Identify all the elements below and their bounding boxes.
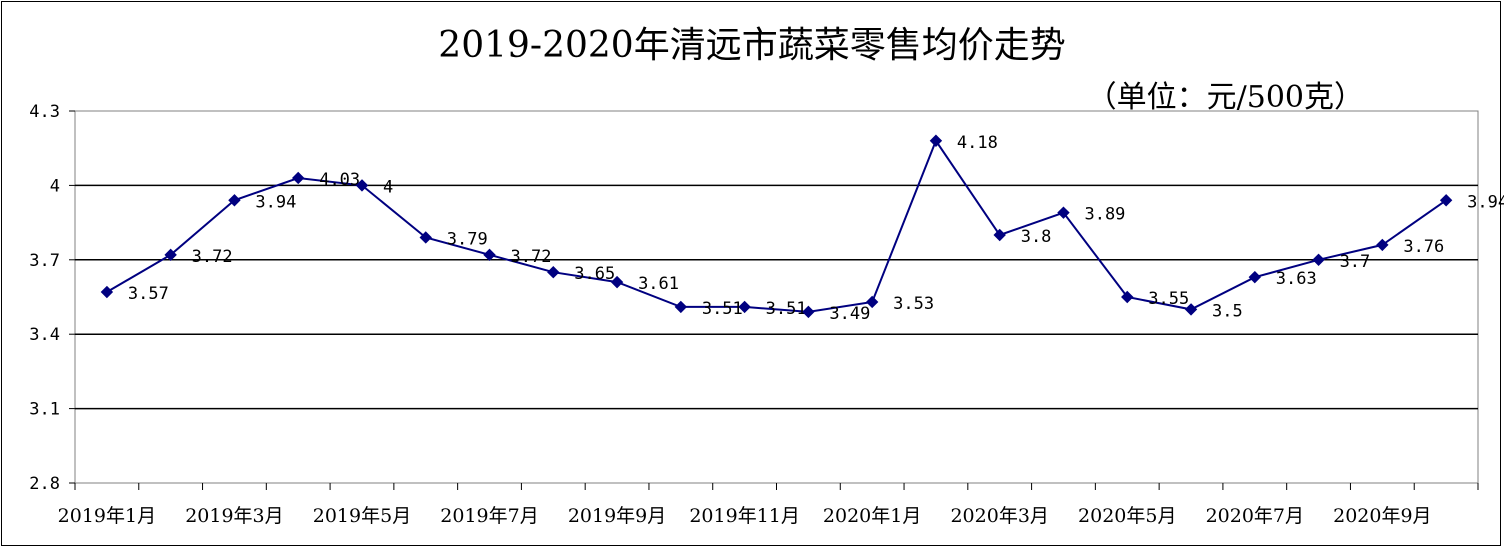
data-point — [291, 171, 305, 185]
data-point — [610, 275, 624, 289]
chart-unit: （单位：元/500克） — [1086, 80, 1364, 115]
x-tick-label: 2019年11月 — [689, 505, 800, 527]
data-label: 3.8 — [1021, 227, 1052, 247]
x-tick-label: 2020年1月 — [823, 505, 921, 527]
x-tick-label: 2019年3月 — [185, 505, 283, 527]
x-tick-label: 2020年7月 — [1206, 505, 1304, 527]
data-label: 3.5 — [1212, 301, 1243, 321]
data-label: 3.7 — [1340, 252, 1371, 272]
data-label: 4.03 — [319, 170, 360, 190]
x-tick-label: 2020年5月 — [1078, 505, 1176, 527]
data-label: 3.63 — [1276, 269, 1317, 289]
data-point — [929, 134, 943, 147]
plot-area — [74, 110, 1479, 484]
data-point — [1248, 270, 1262, 284]
y-tick-label: 3.7 — [29, 251, 60, 271]
data-label: 3.55 — [1148, 289, 1189, 309]
data-label: 3.49 — [829, 304, 870, 324]
data-point — [1121, 290, 1134, 304]
y-tick-label: 3.1 — [29, 400, 60, 420]
x-tick-label: 2019年5月 — [313, 505, 411, 527]
data-point — [738, 300, 751, 314]
x-tick-label: 2019年9月 — [568, 505, 666, 527]
data-label: 3.72 — [511, 247, 552, 267]
data-point — [1376, 238, 1389, 252]
data-point — [993, 228, 1006, 242]
data-point — [547, 265, 560, 279]
data-label: 3.72 — [192, 247, 233, 267]
data-label: 3.61 — [638, 274, 679, 294]
data-point — [1312, 253, 1325, 267]
data-point — [483, 248, 496, 262]
data-label: 3.89 — [1084, 205, 1125, 225]
data-label: 3.51 — [702, 299, 743, 319]
data-point — [100, 285, 114, 299]
data-point — [1439, 194, 1453, 207]
x-tick-label: 2020年9月 — [1333, 505, 1431, 527]
x-tick-label: 2020年3月 — [950, 505, 1048, 527]
data-label: 3.51 — [766, 299, 807, 319]
data-label: 3.76 — [1403, 237, 1444, 257]
y-tick-label: 3.4 — [29, 325, 60, 345]
data-label: 4.18 — [957, 133, 998, 153]
x-tick-label: 2019年1月 — [58, 505, 156, 527]
data-point — [164, 248, 177, 262]
data-point — [674, 300, 688, 314]
chart-title: 2019-2020年清远市蔬菜零售均价走势 — [438, 25, 1066, 66]
y-tick-label: 4.3 — [29, 102, 60, 122]
data-label: 3.79 — [447, 229, 488, 249]
x-tick-label: 2019年7月 — [440, 505, 538, 527]
data-point — [228, 194, 241, 207]
y-tick-label: 4 — [50, 176, 60, 196]
data-label: 3.65 — [574, 264, 615, 284]
data-label: 3.53 — [893, 294, 934, 314]
series-line — [106, 138, 1447, 313]
data-label: 4 — [383, 177, 393, 197]
y-tick-label: 2.8 — [29, 474, 60, 494]
data-point — [1184, 303, 1198, 316]
data-label: 3.94 — [1467, 192, 1504, 212]
data-point — [1057, 206, 1070, 219]
data-point — [355, 179, 369, 192]
data-point — [865, 295, 879, 309]
data-label: 3.94 — [255, 192, 296, 212]
data-label: 3.57 — [128, 284, 169, 304]
data-point — [802, 305, 815, 319]
data-point — [419, 231, 432, 244]
